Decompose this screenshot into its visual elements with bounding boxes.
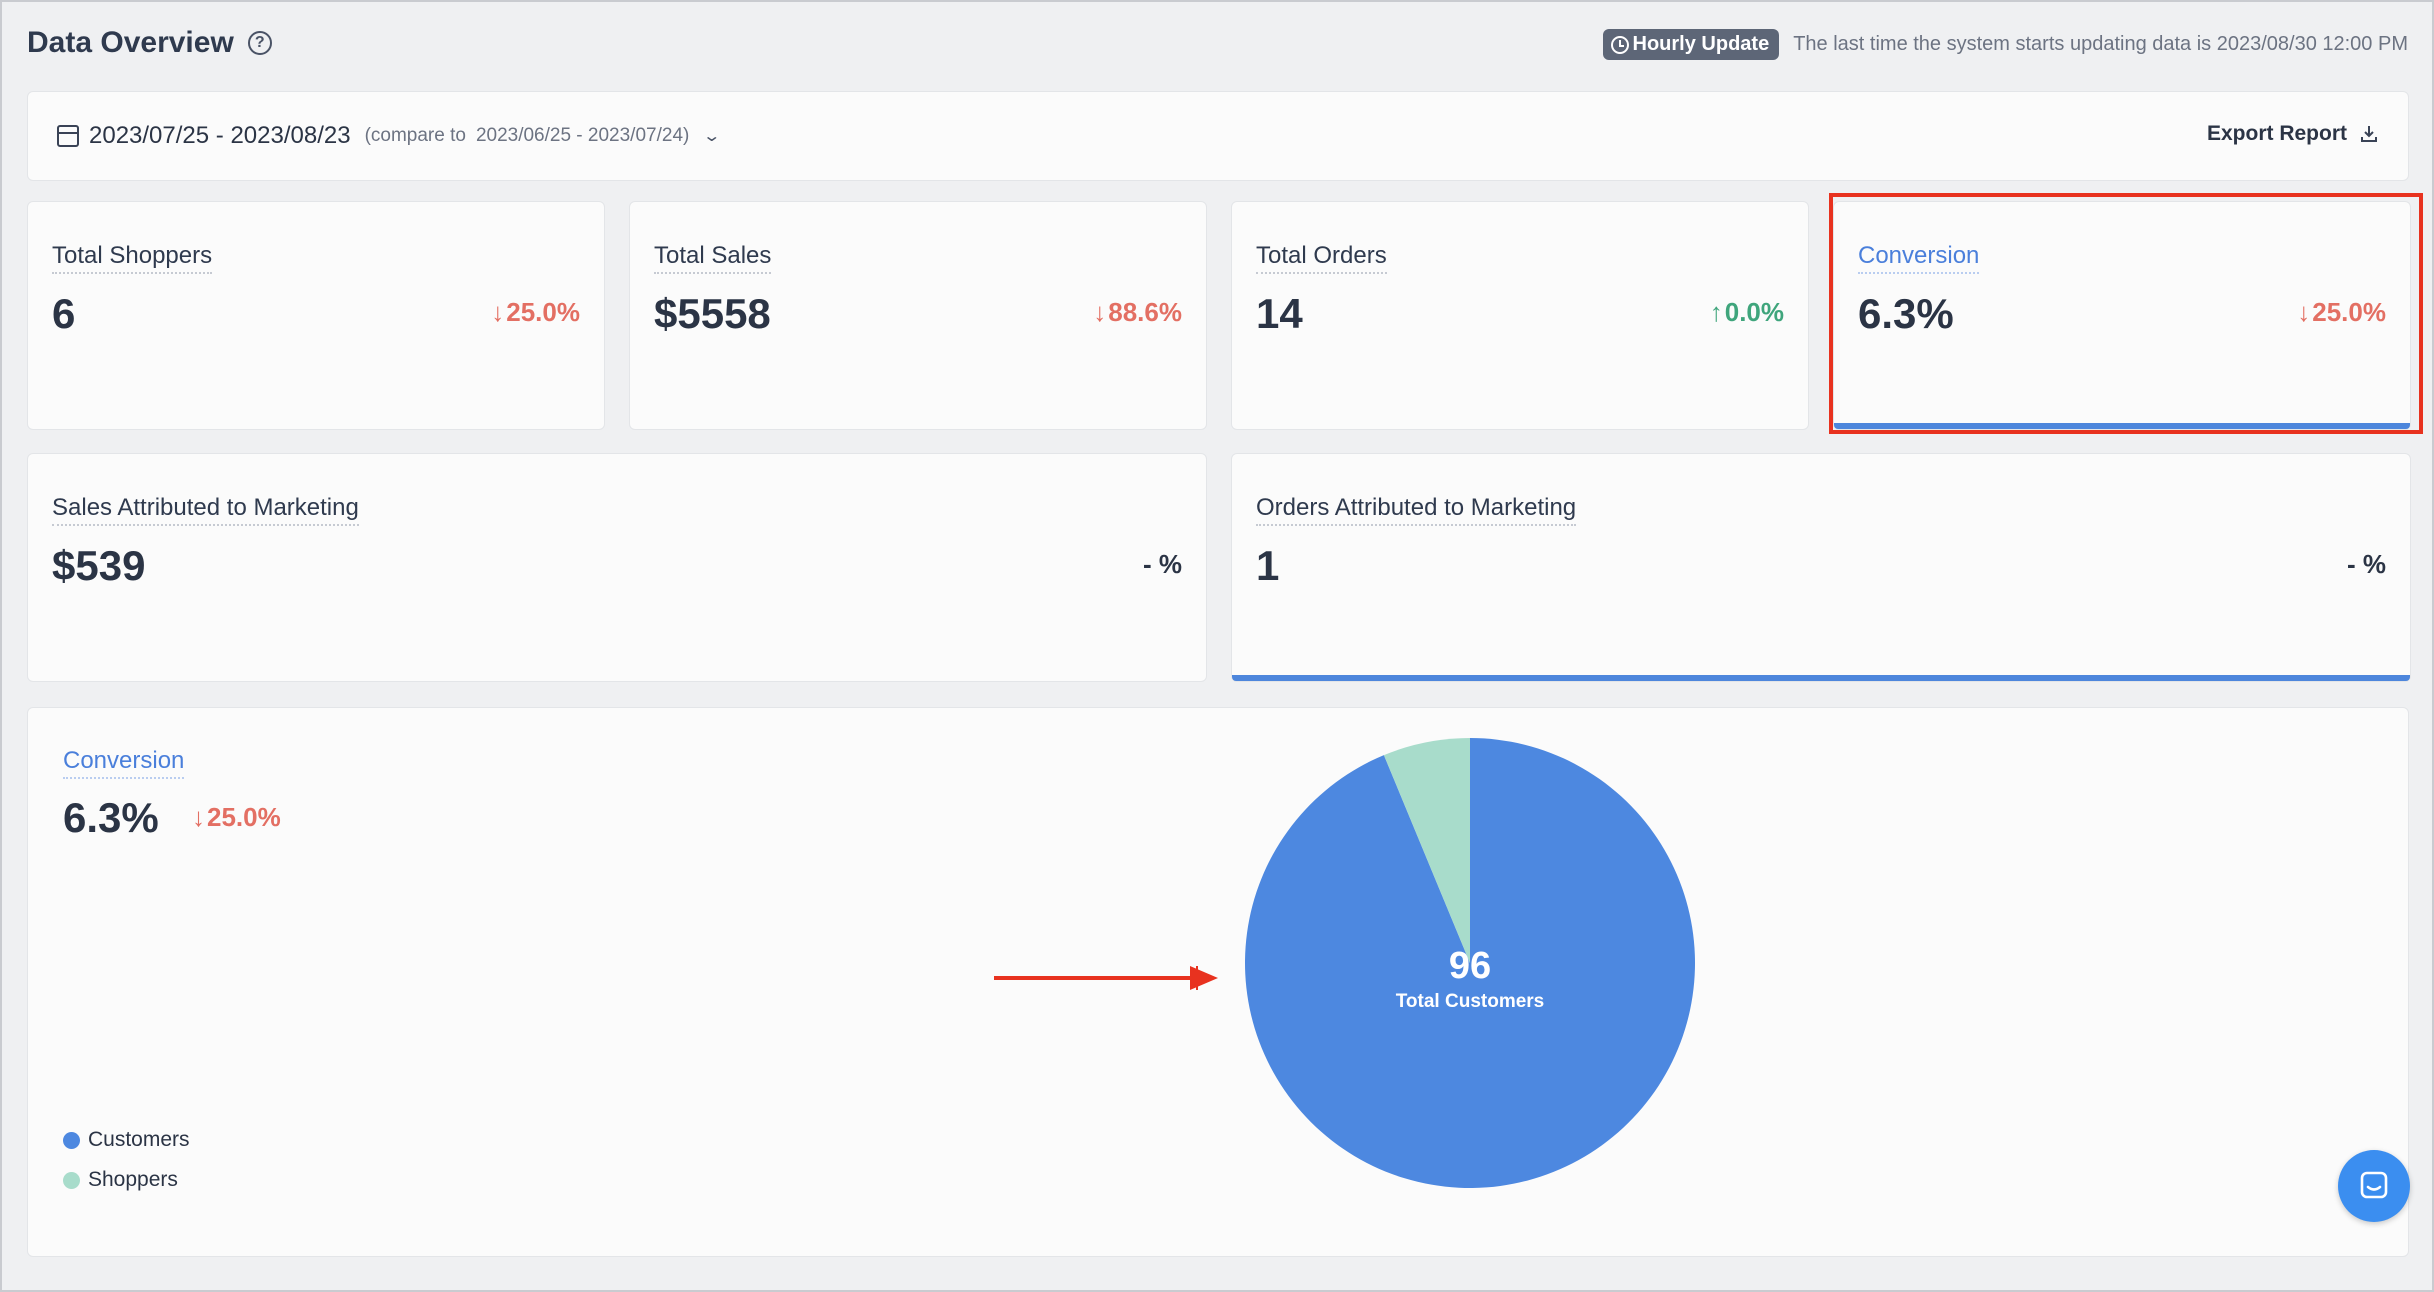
metric-label: Total Sales: [654, 242, 772, 274]
metric-card-total-orders[interactable]: Total Orders 14 ↑ 0.0%: [1231, 201, 1809, 430]
arrow-down-icon: ↓: [1093, 297, 1107, 327]
conversion-pie-chart: 96 Total Customers: [994, 738, 1696, 1188]
annotation-arrow: [994, 966, 1218, 990]
arrow-down-icon: ↓: [491, 297, 505, 327]
metric-card-sales-attributed-to-marketing[interactable]: Sales Attributed to Marketing $539 - %: [27, 453, 1207, 682]
hourly-update-badge: Hourly Update: [1602, 29, 1780, 60]
metric-change-value: 25.0%: [2312, 297, 2386, 327]
metric-label: Total Shoppers: [52, 242, 213, 274]
selected-indicator: [1232, 675, 2410, 681]
chart-value: 6.3%: [63, 794, 159, 841]
help-icon[interactable]: ?: [247, 31, 272, 55]
metric-change-value: 0.0%: [1724, 297, 1784, 327]
calendar-icon: [57, 125, 79, 147]
update-badge-label: Hourly Update: [1632, 33, 1770, 55]
metric-card-total-shoppers[interactable]: Total Shoppers 6 ↓ 25.0%: [27, 201, 605, 430]
metric-label: Conversion: [1858, 242, 1980, 274]
chart-change: ↓ 25.0%: [192, 802, 281, 833]
metric-change: - %: [2347, 549, 2386, 579]
metric-value: $539: [52, 542, 146, 589]
metric-change: - %: [1143, 549, 1182, 579]
metric-value: 1: [1256, 542, 1280, 589]
arrow-up-icon: ↑: [1709, 297, 1723, 327]
page-title-text: Data Overview: [27, 26, 234, 59]
metric-change-value: 88.6%: [1108, 297, 1182, 327]
legend-label: Customers: [88, 1128, 190, 1151]
chart-legend: Customers Shoppers: [63, 1128, 190, 1208]
metric-label: Sales Attributed to Marketing: [52, 494, 359, 526]
update-status-text: The last time the system starts updating…: [1793, 33, 2408, 55]
pie-slice-shoppers[interactable]: [1383, 738, 1470, 963]
chart-title: Conversion: [63, 747, 185, 779]
legend-item-customers[interactable]: Customers: [63, 1128, 190, 1152]
page-title: Data Overview ?: [27, 26, 272, 60]
legend-label: Shoppers: [88, 1168, 178, 1191]
metric-card-conversion[interactable]: Conversion 6.3% ↓ 25.0%: [1833, 201, 2411, 430]
pie-slices: [1245, 738, 1696, 1188]
date-range-picker[interactable]: 2023/07/25 - 2023/08/23 (compare to 2023…: [57, 122, 722, 150]
metric-label: Total Orders: [1256, 242, 1387, 274]
metric-value: 14: [1256, 290, 1303, 337]
legend-dot-icon: [63, 1131, 80, 1149]
metric-value: $5558: [654, 290, 771, 337]
arrow-down-icon: ↓: [2297, 297, 2311, 327]
conversion-chart-card: Conversion 6.3% ↓ 25.0% 96 Total Custome…: [27, 707, 2409, 1257]
pie-center-label: Total Customers: [1396, 991, 1545, 1012]
compare-range: 2023/06/25 - 2023/07/24): [475, 125, 690, 146]
metric-value: 6.3%: [1858, 290, 1954, 337]
legend-dot-icon: [63, 1171, 80, 1189]
metric-card-total-sales[interactable]: Total Sales $5558 ↓ 88.6%: [629, 201, 1207, 430]
compare-label: (compare to: [364, 125, 466, 146]
export-report-button[interactable]: Export Report: [2207, 122, 2379, 146]
annotation-highlight-box: [1829, 193, 2423, 434]
metric-label: Orders Attributed to Marketing: [1256, 494, 1577, 526]
pie-slice-customers[interactable]: [1245, 738, 1696, 1188]
metric-value: 6: [52, 290, 76, 337]
pie-center-value: 96: [1449, 945, 1491, 987]
download-icon: [2361, 126, 2377, 142]
chart-change-value: 25.0%: [207, 802, 281, 832]
metric-change: ↓ 88.6%: [1093, 297, 1182, 328]
arrow-down-icon: ↓: [192, 802, 205, 832]
metric-card-orders-attributed-to-marketing[interactable]: Orders Attributed to Marketing 1 - %: [1231, 453, 2411, 682]
export-report-label: Export Report: [2206, 122, 2347, 145]
clock-icon: [1610, 35, 1629, 54]
metric-change-value: 25.0%: [506, 297, 580, 327]
chevron-down-icon[interactable]: ⌄: [702, 128, 722, 145]
metric-change: ↑ 0.0%: [1710, 297, 1784, 328]
legend-item-shoppers[interactable]: Shoppers: [63, 1168, 190, 1192]
date-range-text: 2023/07/25 - 2023/08/23: [89, 122, 351, 149]
chat-support-button[interactable]: [2338, 1150, 2410, 1222]
date-filter-bar: 2023/07/25 - 2023/08/23 (compare to 2023…: [27, 91, 2409, 181]
metric-change: ↓ 25.0%: [2297, 297, 2386, 328]
metric-change: ↓ 25.0%: [491, 297, 580, 328]
chat-icon: [2360, 1171, 2388, 1199]
selected-indicator: [1834, 423, 2410, 429]
update-info: Hourly Update The last time the system s…: [1602, 29, 2408, 60]
